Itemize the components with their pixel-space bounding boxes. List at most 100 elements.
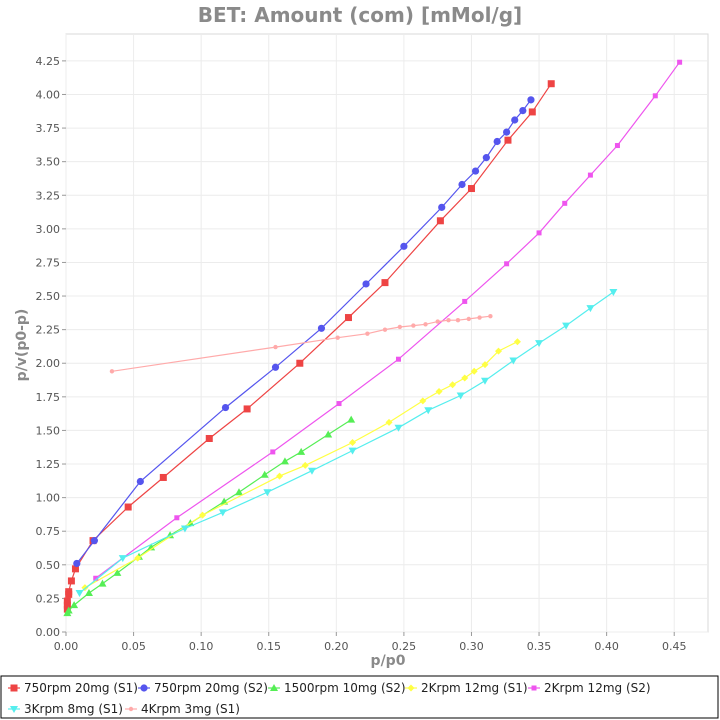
legend-label: 2Krpm 12mg (S2) — [544, 681, 651, 695]
x-axis-label: p/p0 — [371, 653, 406, 669]
data-point — [395, 356, 401, 362]
data-point — [263, 489, 272, 497]
data-point — [134, 554, 142, 562]
x-tick-label: 0.30 — [459, 640, 484, 653]
legend-item: 2Krpm 12mg (S1) — [405, 681, 528, 695]
legend-swatch-marker — [128, 706, 134, 712]
legend-swatch-marker — [10, 706, 18, 713]
y-tick-label: 2.75 — [36, 256, 61, 269]
y-tick-label: 2.25 — [36, 324, 61, 337]
data-point — [362, 280, 370, 288]
data-point — [235, 488, 244, 496]
legend-label: 3Krpm 8mg (S1) — [24, 702, 123, 716]
data-point — [71, 565, 79, 573]
x-tick-label: 0.25 — [392, 640, 417, 653]
data-point — [243, 405, 251, 413]
data-point — [503, 128, 511, 136]
data-point — [109, 369, 115, 374]
legend-item: 4Krpm 3mg (S1) — [125, 702, 240, 716]
y-tick-label: 3.75 — [36, 122, 61, 135]
data-point — [519, 106, 527, 115]
y-tick-label: 0.25 — [36, 592, 61, 605]
data-point — [562, 322, 571, 330]
y-tick-label: 2.00 — [36, 357, 61, 370]
y-tick-label: 1.25 — [36, 458, 61, 471]
data-point — [297, 447, 306, 455]
legend-label: 2Krpm 12mg (S1) — [421, 681, 528, 695]
y-tick-label: 0.75 — [36, 525, 61, 538]
y-tick-label: 0.50 — [36, 559, 61, 572]
y-tick-label: 3.25 — [36, 189, 61, 202]
data-point — [63, 601, 71, 609]
x-tick-label: 0.45 — [662, 640, 687, 653]
data-point — [482, 154, 490, 162]
data-point — [124, 503, 132, 511]
data-point — [271, 363, 280, 371]
series-layer — [63, 59, 683, 617]
data-point — [324, 430, 333, 438]
data-point — [419, 397, 427, 405]
y-tick-label: 3.00 — [36, 223, 61, 236]
x-tick-label: 0.05 — [121, 640, 146, 653]
data-point — [147, 543, 156, 551]
data-point — [481, 361, 489, 369]
data-point — [63, 597, 71, 605]
data-point — [456, 392, 465, 400]
legend-item: 3Krpm 8mg (S1) — [8, 702, 123, 716]
data-point — [504, 261, 510, 267]
data-point — [365, 331, 370, 336]
data-point — [385, 418, 393, 426]
y-tick-label: 4.25 — [36, 55, 61, 68]
x-axis-ticks: 0.00 0.05 0.10 0.15 0.20 0.25 0.30 0.35 0.40 0.45 — [54, 632, 687, 653]
data-point — [113, 568, 122, 576]
data-point — [677, 59, 683, 65]
data-point — [511, 116, 519, 124]
y-tick-label: 2.50 — [36, 290, 61, 303]
x-tick-label: 0.20 — [324, 640, 349, 653]
x-tick-label: 0.00 — [54, 640, 79, 653]
y-tick-label: 0.00 — [36, 626, 61, 639]
data-point — [458, 180, 466, 189]
data-point — [344, 314, 352, 322]
data-point — [504, 136, 512, 144]
series-6 — [75, 289, 618, 598]
plot-area — [65, 33, 709, 633]
legend-box — [0, 675, 719, 719]
data-point — [336, 401, 342, 407]
data-point — [273, 344, 278, 350]
data-point — [470, 367, 478, 375]
legend-item: 750rpm 20mg (S1) — [8, 681, 138, 695]
data-point — [528, 108, 536, 116]
legend-item: 750rpm 20mg (S2) — [138, 681, 268, 695]
series-line — [79, 291, 614, 594]
data-point — [462, 298, 468, 304]
data-point — [509, 357, 518, 365]
data-point — [174, 515, 180, 521]
x-tick-label: 0.40 — [594, 640, 619, 653]
legend-label: 4Krpm 3mg (S1) — [141, 702, 240, 716]
y-axis-ticks: 0.00 0.25 0.50 0.75 1.00 1.25 1.50 1.75 2.00 2.25… — [36, 55, 66, 639]
data-point — [382, 327, 388, 332]
data-point — [349, 439, 357, 447]
x-tick-label: 0.35 — [527, 640, 552, 653]
series-2 — [73, 96, 535, 568]
y-tick-label: 1.50 — [36, 424, 61, 437]
x-tick-label: 0.10 — [189, 640, 214, 653]
data-point — [455, 318, 461, 323]
data-point — [394, 424, 403, 432]
data-point — [438, 203, 446, 211]
data-point — [477, 315, 482, 320]
data-point — [614, 143, 620, 149]
data-point — [347, 415, 356, 423]
data-point — [84, 589, 93, 597]
data-point — [67, 577, 75, 585]
data-point — [301, 461, 309, 469]
data-point — [535, 340, 544, 348]
data-point — [70, 601, 79, 609]
legend-swatch-marker — [407, 684, 415, 692]
data-point — [118, 555, 127, 563]
data-point — [467, 185, 475, 193]
data-point — [493, 137, 501, 146]
data-point — [527, 96, 535, 104]
